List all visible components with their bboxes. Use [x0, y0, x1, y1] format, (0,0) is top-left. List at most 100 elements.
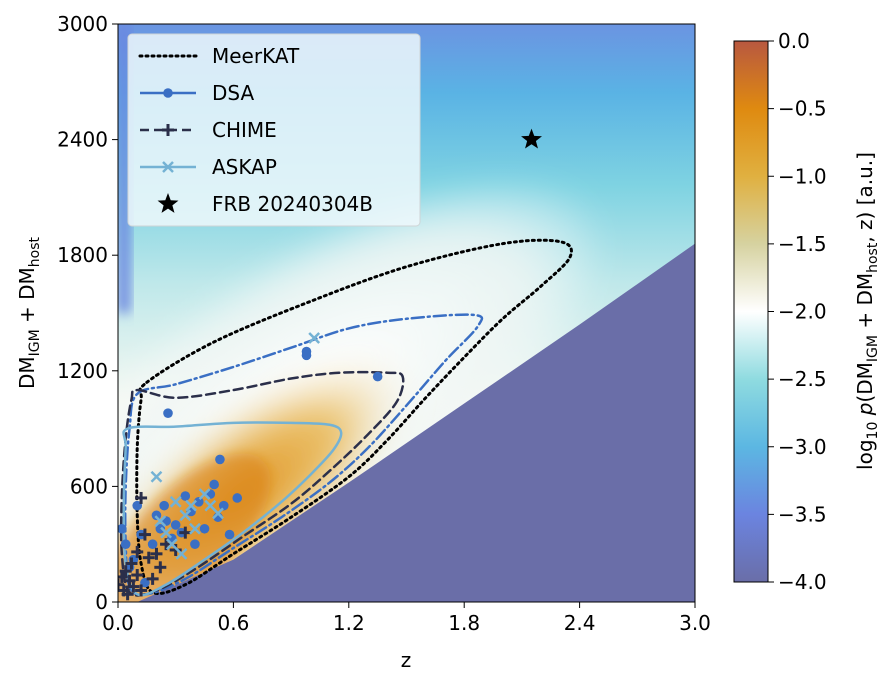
marker-x-b — [160, 526, 172, 539]
point-askap-5 — [175, 547, 188, 560]
point-dsa-29 — [301, 346, 312, 357]
y-tick-label-1200: 1200 — [57, 359, 108, 383]
y-axis: 0 600 1200 1800 2400 3000 — [57, 12, 118, 614]
y-tick-label-0: 0 — [95, 590, 108, 614]
marker-x-b — [212, 507, 224, 520]
point-askap-4 — [169, 495, 182, 508]
point-dsa-10 — [159, 500, 169, 511]
point-dsa-9 — [155, 523, 166, 534]
marker-x-b — [198, 488, 211, 500]
point-askap-7 — [185, 499, 197, 512]
point-chime-14 — [146, 572, 159, 585]
frb-points-layer — [118, 128, 542, 601]
point-dsa-30 — [372, 371, 383, 382]
point-chime-13 — [142, 551, 155, 564]
point-askap-3 — [165, 538, 178, 551]
point-chime-0 — [118, 578, 124, 591]
point-chime-18 — [169, 543, 182, 556]
legend-marker — [157, 193, 179, 213]
y-tick-label-3000: 3000 — [57, 12, 108, 36]
x-tick-label-2.4: 2.4 — [564, 611, 596, 635]
heatmap-excluded-region — [118, 243, 695, 602]
point-dsa-22 — [209, 479, 219, 490]
x-tick-label-0.6: 0.6 — [217, 611, 249, 635]
legend-marker — [162, 124, 174, 136]
colorbar-gradient — [733, 40, 769, 583]
point-chime-7 — [127, 580, 140, 593]
colorbar-label: log10 p(DMIGM + DMhost, z) [a.u.] — [853, 152, 881, 470]
colorbar-tick-label-3: −1.5 — [778, 232, 827, 256]
colorbar-tick-label-8: −4.0 — [778, 570, 827, 594]
point-askap-1 — [154, 515, 167, 527]
point-dsa-27 — [232, 493, 243, 503]
point-dsa-24 — [215, 454, 225, 465]
point-chime-11 — [135, 491, 148, 504]
point-dsa-20 — [199, 523, 210, 534]
point-dsa-0 — [118, 523, 127, 534]
legend-label: CHIME — [212, 118, 277, 142]
contour-meerkat — [135, 238, 573, 596]
colorbar-tick-label-1: −0.5 — [778, 97, 827, 121]
legend-label: DSA — [212, 81, 254, 105]
point-askap-2 — [160, 526, 172, 539]
contour-chime — [119, 370, 405, 597]
marker-x-b — [162, 161, 174, 173]
colorbar: 0.0 −0.5 −1.0 −1.5 −2.0 −2.5 −3.0 −3.5 −4.0 — [733, 29, 827, 594]
x-tick-label-1.2: 1.2 — [333, 611, 365, 635]
x-tick-label-1.8: 1.8 — [448, 611, 480, 635]
point-chime-6 — [125, 557, 138, 570]
x-axis-label: z — [401, 648, 412, 672]
legend-label: ASKAP — [212, 155, 277, 179]
plot-frame — [117, 23, 696, 603]
point-dsa-12 — [163, 408, 173, 418]
x-tick-label-3.0: 3.0 — [679, 611, 711, 635]
point-chime-10 — [135, 584, 148, 597]
colorbar-tick-label-2: −1.0 — [778, 164, 827, 188]
colorbar-tick-label-4: −2.0 — [778, 300, 827, 324]
y-axis-label: DMIGM + DMhost — [15, 236, 43, 389]
point-dsa-7 — [147, 539, 158, 549]
point-askap-9 — [198, 488, 211, 500]
legend-entry-askap: ASKAP — [140, 155, 277, 179]
marker-x-b — [165, 538, 178, 551]
point-chime-12 — [138, 528, 151, 541]
point-dsa-25 — [218, 500, 229, 511]
point-askap-8 — [189, 522, 201, 535]
point-chime-17 — [160, 538, 173, 551]
marker-x-b — [185, 499, 197, 512]
legend-box — [127, 33, 421, 227]
legend-entry-meerkat: MeerKAT — [138, 44, 300, 68]
point-chime-8 — [131, 569, 144, 582]
y-tick-label-1800: 1800 — [57, 243, 108, 267]
marker-x-b — [204, 499, 217, 512]
point-chime-4 — [121, 588, 134, 601]
point-dsa-19 — [193, 497, 204, 507]
marker-x-b — [179, 509, 192, 522]
marker-x-b — [154, 515, 167, 527]
point-dsa-16 — [180, 491, 191, 501]
y-tick-label-600: 600 — [70, 474, 108, 498]
colorbar-tick-label-0: 0.0 — [778, 29, 810, 53]
point-askap-12 — [308, 332, 321, 344]
point-dsa-14 — [170, 520, 181, 530]
point-askap-0 — [150, 470, 163, 483]
legend-entry-dsa: DSA — [140, 81, 254, 105]
y-tick-label-2400: 2400 — [57, 128, 108, 152]
point-chime-3 — [119, 565, 132, 578]
x-axis: 0.0 0.6 1.2 1.8 2.4 3.0 — [102, 602, 711, 635]
legend-label: FRB 20240304B — [212, 192, 373, 216]
marker-x-b — [308, 332, 321, 344]
point-dsa-8 — [151, 510, 162, 521]
marker-x-b — [169, 495, 182, 508]
point-chime-16 — [154, 561, 167, 574]
colorbar-tick-label-6: −3.0 — [778, 435, 827, 459]
point-dsa-18 — [190, 539, 200, 549]
legend-entry-frb-20240304b: FRB 20240304B — [157, 192, 373, 216]
legend-marker — [162, 161, 174, 173]
x-tick-label-0.0: 0.0 — [102, 611, 134, 635]
marker-x-b — [150, 470, 163, 483]
marker-x-b — [189, 522, 201, 535]
legend-entry-chime: CHIME — [140, 118, 277, 142]
point-askap-6 — [179, 509, 192, 522]
